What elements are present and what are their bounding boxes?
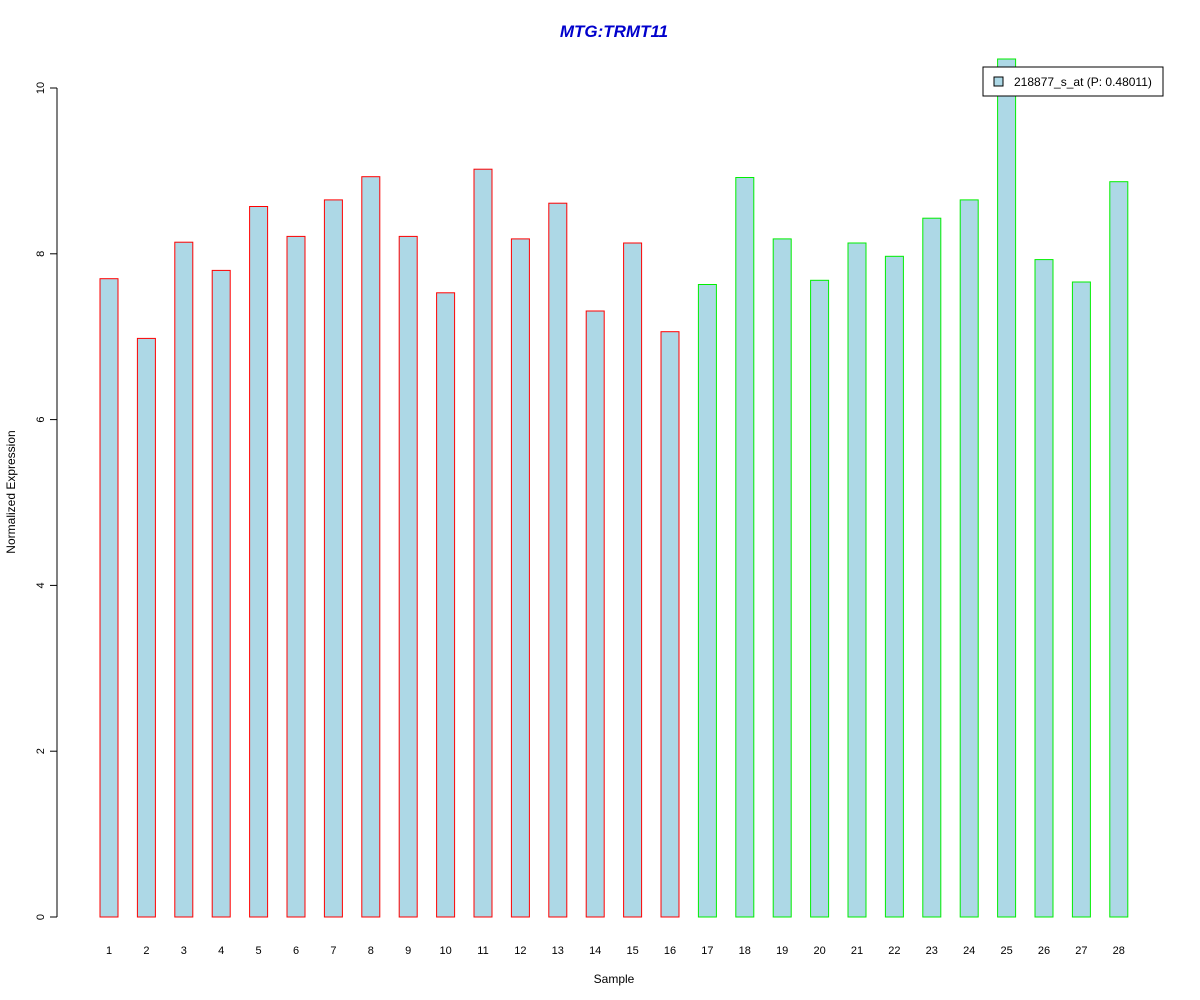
bar-sample-13 <box>548 202 568 918</box>
legend-box <box>982 66 1164 97</box>
bar-sample-17 <box>697 284 717 918</box>
y-axis-label: Normalized Expression <box>4 430 18 553</box>
bar-sample-9 <box>398 235 418 918</box>
bar-sample-21 <box>847 242 867 918</box>
bar-sample-27 <box>1071 281 1091 918</box>
x-tick-label: 13 <box>552 945 564 957</box>
bar-sample-5 <box>249 206 269 918</box>
y-tick-label: 10 <box>35 82 47 94</box>
y-tick-label: 4 <box>35 582 47 588</box>
x-tick-label: 15 <box>626 945 638 957</box>
bar-sample-8 <box>361 176 381 918</box>
x-tick-label: 4 <box>218 945 224 957</box>
x-tick-label: 27 <box>1075 945 1087 957</box>
x-tick-label: 6 <box>293 945 299 957</box>
bar-sample-20 <box>810 279 830 918</box>
x-tick-label: 19 <box>776 945 788 957</box>
bar-sample-28 <box>1109 181 1129 918</box>
bar-sample-4 <box>211 269 231 918</box>
legend: 218877_s_at (P: 0.48011) <box>982 66 1164 97</box>
x-tick-label: 10 <box>439 945 451 957</box>
x-tick-labels: 1 2 3 4 5 6 7 8 9 10 11 12 13 14 15 16 17 18 19 20 21 22 23 24 2… <box>106 945 1125 957</box>
y-tick-label: 0 <box>35 914 47 920</box>
bars <box>99 58 1129 918</box>
x-tick-label: 21 <box>851 945 863 957</box>
x-tick-label: 25 <box>1000 945 1012 957</box>
x-tick-label: 1 <box>106 945 112 957</box>
bar-sample-2 <box>136 337 156 918</box>
bar-sample-25 <box>997 58 1017 918</box>
x-tick-label: 22 <box>888 945 900 957</box>
y-tick-label: 2 <box>35 748 47 754</box>
bar-sample-16 <box>660 331 680 918</box>
bar-sample-3 <box>174 241 194 918</box>
bar-sample-12 <box>510 238 530 918</box>
bar-sample-19 <box>772 238 792 918</box>
x-tick-label: 26 <box>1038 945 1050 957</box>
x-tick-label: 11 <box>477 945 488 957</box>
bar-sample-24 <box>959 199 979 918</box>
x-tick-label: 20 <box>813 945 825 957</box>
y-axis: 0 2 4 6 8 10 <box>35 82 58 920</box>
x-axis-label: Sample <box>594 972 635 986</box>
x-tick-label: 28 <box>1113 945 1125 957</box>
x-tick-label: 14 <box>589 945 601 957</box>
x-tick-label: 18 <box>739 945 751 957</box>
x-tick-label: 5 <box>256 945 262 957</box>
x-tick-label: 16 <box>664 945 676 957</box>
bar-sample-23 <box>922 217 942 918</box>
x-tick-label: 12 <box>514 945 526 957</box>
legend-label: 218877_s_at (P: 0.48011) <box>1014 75 1152 89</box>
bar-sample-1 <box>99 278 119 918</box>
bar-sample-14 <box>585 310 605 918</box>
bar-sample-6 <box>286 235 306 918</box>
x-tick-label: 2 <box>143 945 149 957</box>
bar-sample-26 <box>1034 259 1054 918</box>
x-tick-label: 23 <box>926 945 938 957</box>
bar-sample-15 <box>623 242 643 918</box>
x-tick-label: 8 <box>368 945 374 957</box>
bar-sample-11 <box>473 168 493 918</box>
x-tick-label: 3 <box>181 945 187 957</box>
y-tick-label: 6 <box>35 417 47 423</box>
y-tick-label: 8 <box>35 251 47 257</box>
bar-sample-18 <box>735 177 755 918</box>
x-tick-label: 24 <box>963 945 975 957</box>
x-tick-label: 7 <box>330 945 336 957</box>
legend-swatch <box>993 76 1004 87</box>
bar-sample-22 <box>884 255 904 918</box>
x-tick-label: 17 <box>701 945 713 957</box>
bar-sample-10 <box>436 292 456 918</box>
bar-sample-7 <box>323 199 343 918</box>
chart-title: MTG:TRMT11 <box>560 22 668 41</box>
x-tick-label: 9 <box>405 945 411 957</box>
